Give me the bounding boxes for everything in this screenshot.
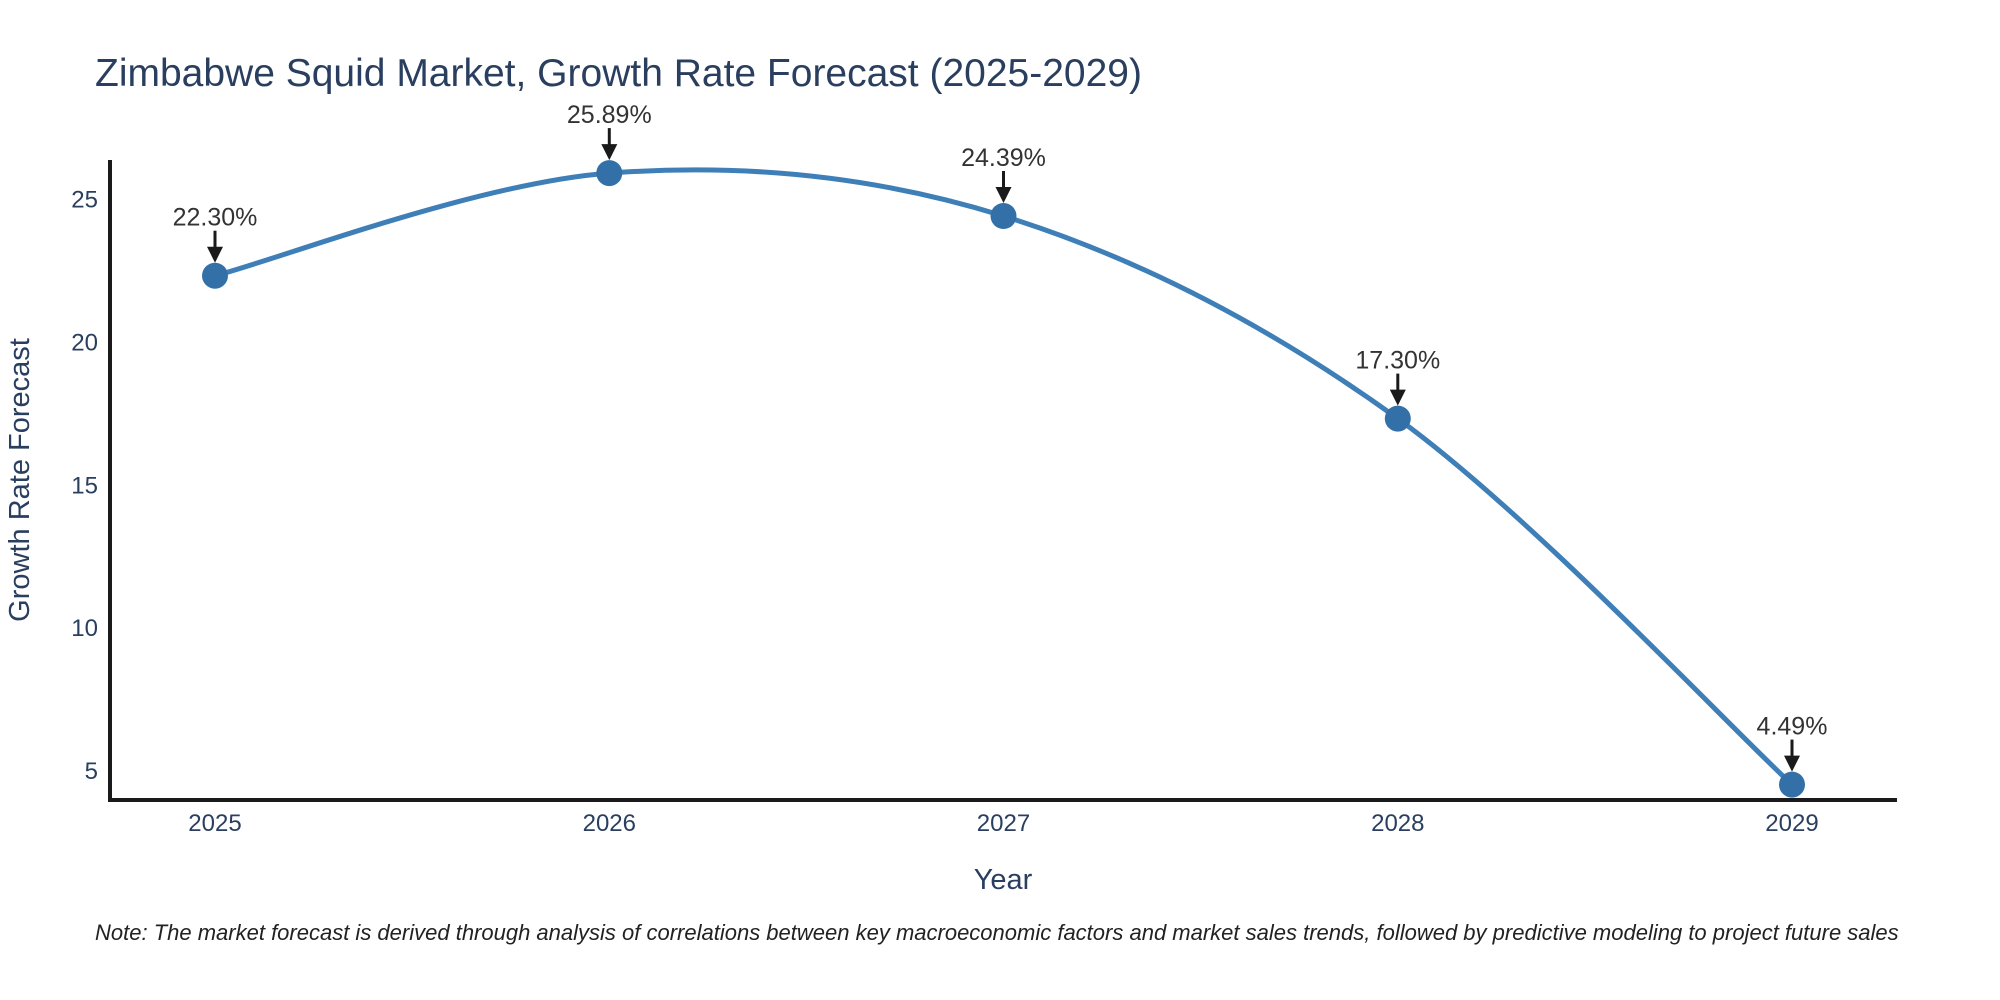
data-point — [990, 203, 1017, 229]
annotation-arrow-head — [995, 187, 1012, 203]
x-axis-title: Year — [974, 864, 1033, 896]
axes-lines — [108, 160, 1897, 802]
annotation-arrow-head — [207, 246, 223, 263]
point-annotation: 24.39% — [961, 144, 1046, 172]
point-annotation: 25.89% — [567, 101, 652, 129]
point-annotation: 4.49% — [1757, 713, 1828, 741]
annotation-arrow-head — [1389, 389, 1406, 406]
series-line — [212, 167, 1795, 788]
point-annotation: 17.30% — [1355, 347, 1440, 375]
y-tick-label: 20 — [71, 329, 98, 356]
x-tick-label: 2029 — [1765, 810, 1818, 837]
x-tick-label: 2025 — [188, 810, 241, 837]
data-point — [1779, 771, 1805, 798]
y-axis-title: Growth Rate Forecast — [4, 338, 36, 622]
x-tick-label: 2028 — [1371, 810, 1424, 837]
y-tick-label: 15 — [71, 472, 98, 499]
y-tick-label: 25 — [71, 187, 98, 214]
chart-title: Zimbabwe Squid Market, Growth Rate Forec… — [95, 52, 1142, 95]
data-point — [202, 262, 228, 289]
footnote: Note: The market forecast is derived thr… — [95, 920, 1899, 945]
annotation-arrow-head — [1784, 755, 1800, 772]
data-point — [596, 160, 623, 187]
data-point — [1384, 405, 1411, 432]
annotation-arrow-head — [601, 144, 618, 161]
point-annotation: 22.30% — [173, 204, 258, 232]
y-tick-label: 10 — [71, 615, 98, 642]
x-tick-label: 2026 — [583, 810, 636, 837]
x-tick-label: 2027 — [977, 810, 1030, 837]
y-tick-label: 5 — [85, 758, 98, 785]
